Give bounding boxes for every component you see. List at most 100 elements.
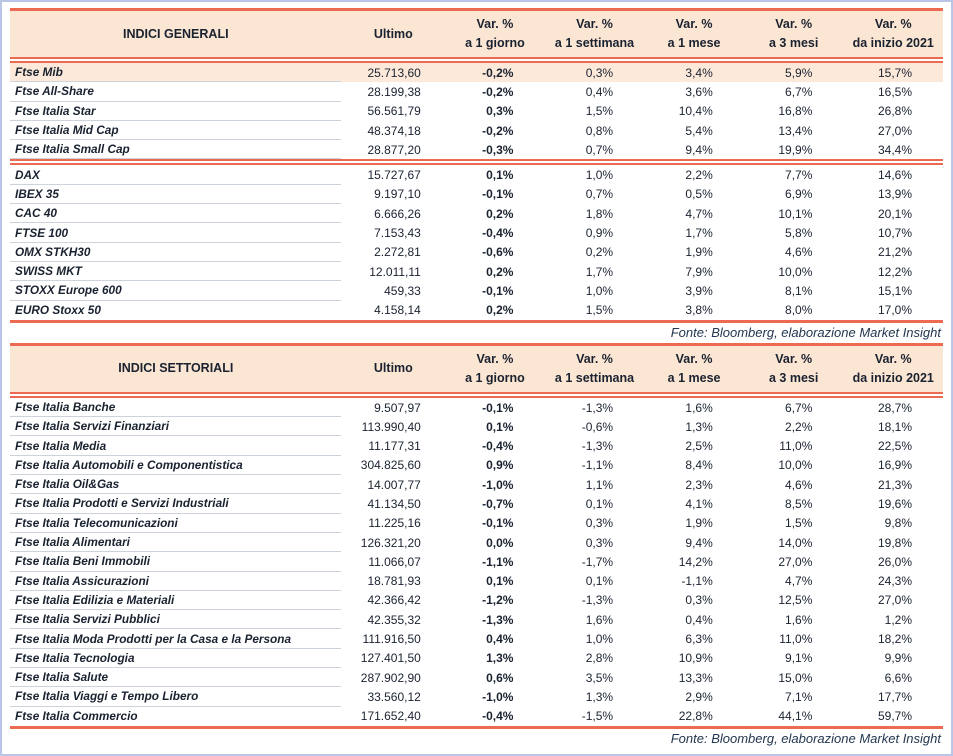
cell-d1: 0,6%	[486, 670, 514, 685]
cell-ytd: 28,7%	[878, 400, 913, 415]
cell-ytd: 6,6%	[884, 670, 913, 685]
cell-ultimo: 33.560,12	[367, 689, 421, 704]
cell-m1: 1,9%	[685, 245, 713, 260]
cell-w1: -1,3%	[581, 400, 614, 415]
cell-m1: 4,7%	[685, 206, 713, 221]
cell-ultimo: 18.781,93	[367, 574, 421, 589]
cell-d1: 0,2%	[486, 264, 514, 279]
cell-m1: 3,4%	[685, 65, 713, 80]
cell-ultimo: 41.134,50	[367, 496, 421, 511]
col-header-line1: Var. %	[775, 17, 813, 31]
table-row: Ftse Italia Mid Cap 48.374,18 -0,2% 0,8% 5,4…	[10, 121, 943, 141]
cell-w1: 0,1%	[585, 574, 614, 589]
col-header-line1: Var. %	[576, 17, 613, 31]
cell-ultimo: 25.713,60	[367, 65, 421, 80]
cell-d1: -0,7%	[482, 496, 514, 511]
col-header-var-1-giorno: Var. % a 1 giorno	[445, 346, 545, 392]
cell-name: Ftse Italia Tecnologia	[10, 649, 342, 669]
cell-m1: 3,8%	[685, 303, 713, 318]
cell-ytd: 12,2%	[878, 264, 913, 279]
cell-d1: -0,2%	[482, 123, 514, 138]
cell-name: Ftse Italia Assicurazioni	[10, 572, 342, 591]
cell-ultimo: 113.990,40	[361, 419, 421, 434]
cell-ytd: 27,0%	[878, 593, 913, 608]
cell-m1: 9,4%	[685, 142, 713, 157]
col-header-ultimo: Ultimo	[373, 361, 413, 376]
cell-ultimo: 42.366,42	[367, 593, 421, 608]
cell-ultimo: 7.153,43	[374, 226, 421, 241]
cell-d1: -1,0%	[482, 477, 514, 492]
cell-name: Ftse Italia Moda Prodotti per la Casa e …	[10, 629, 342, 649]
col-header-line2: a 3 mesi	[768, 370, 819, 385]
cell-d1: -0,4%	[482, 439, 514, 454]
cell-ytd: 18,1%	[878, 419, 913, 434]
table-row: Ftse Italia Tecnologia 127.401,50 1,3% 2,8%…	[10, 649, 943, 669]
table-row: Ftse Italia Moda Prodotti per la Casa e …	[10, 629, 943, 649]
cell-w1: 0,3%	[585, 516, 614, 531]
col-header-line1: Var. %	[576, 351, 613, 366]
table-row: SWISS MKT 12.011,11 0,2% 1,7% 7,9% 10,0% 12,2%	[10, 262, 943, 282]
table-row: Ftse Italia Automobili e Componentistica…	[10, 456, 943, 476]
cell-name: Ftse All-Share	[10, 82, 342, 102]
cell-m1: 14,2%	[678, 554, 713, 569]
cell-m3: 6,7%	[785, 400, 813, 415]
cell-w1: 1,0%	[585, 283, 614, 298]
cell-ytd: 20,1%	[878, 206, 913, 221]
cell-w1: -1,5%	[581, 709, 614, 724]
cell-m3: 9,1%	[785, 651, 813, 666]
cell-d1: -0,1%	[482, 187, 514, 202]
cell-ytd: 9,9%	[884, 651, 913, 666]
table-row: Ftse Italia Assicurazioni 18.781,93 0,1% 0,…	[10, 572, 943, 591]
col-header-var-1-mese: Var. % a 1 mese	[644, 346, 744, 392]
source-note: Fonte: Bloomberg, elaborazione Market In…	[670, 730, 941, 746]
cell-m1: 10,9%	[678, 651, 713, 666]
cell-name: Ftse Italia Automobili e Componentistica	[10, 456, 342, 476]
cell-name: Ftse Italia Servizi Finanziari	[10, 417, 342, 437]
cell-ultimo: 11.066,07	[368, 554, 421, 569]
col-header-var-1-settimana: Var. % a 1 settimana	[545, 11, 645, 57]
cell-w1: 1,6%	[585, 612, 614, 627]
cell-ytd: 15,1%	[878, 283, 913, 298]
col-header-var-1-mese: Var. % a 1 mese	[644, 11, 744, 57]
cell-ultimo: 171.652,40	[360, 709, 421, 724]
table-row: Ftse Italia Telecomunicazioni 11.225,16 -0…	[10, 514, 943, 533]
cell-w1: 3,5%	[585, 670, 614, 685]
cell-ultimo: 56.561,79	[367, 104, 421, 119]
cell-m1: 0,5%	[685, 187, 713, 202]
cell-d1: -1,0%	[482, 689, 514, 704]
cell-name: DAX	[10, 165, 342, 185]
cell-name: Ftse Italia Small Cap	[10, 140, 342, 160]
table-row: Ftse Italia Edilizia e Materiali 42.366,4…	[10, 591, 943, 611]
cell-m1: -1,1%	[681, 574, 713, 589]
cell-name: Ftse Mib	[10, 63, 342, 83]
cell-ytd: 14,6%	[878, 168, 913, 183]
cell-m3: 4,6%	[785, 245, 813, 260]
cell-d1: 0,2%	[486, 303, 514, 318]
table-row: EURO Stoxx 50 4.158,14 0,2% 1,5% 3,8% 8,0% 17,…	[10, 301, 943, 320]
cell-m1: 2,2%	[685, 168, 713, 183]
cell-ytd: 10,7%	[878, 226, 913, 241]
cell-w1: 0,9%	[585, 226, 614, 241]
cell-ultimo: 12.011,11	[369, 264, 421, 279]
cell-ytd: 21,3%	[878, 477, 913, 492]
cell-m1: 0,4%	[685, 612, 713, 627]
col-header-line2: da inizio 2021	[852, 370, 934, 385]
cell-d1: -0,1%	[482, 400, 514, 415]
col-header-line1: Var. %	[874, 17, 912, 31]
col-header-var-inizio-2021: Var. % da inizio 2021	[843, 346, 943, 392]
cell-name: Ftse Italia Commercio	[15, 709, 138, 724]
cell-m3: 5,8%	[785, 226, 813, 241]
table-row: Ftse Italia Commercio 171.652,40 -0,4% -1,5…	[10, 707, 943, 726]
cell-w1: 0,4%	[585, 84, 614, 99]
col-header-line2: a 1 giorno	[465, 36, 525, 50]
cell-m1: 4,1%	[685, 496, 713, 511]
col-header-line1: Var. %	[775, 351, 813, 366]
cell-d1: 0,1%	[486, 168, 514, 183]
cell-w1: -1,7%	[581, 554, 614, 569]
cell-m1: 22,8%	[678, 709, 713, 724]
cell-m1: 9,4%	[685, 535, 713, 550]
cell-d1: -0,6%	[482, 245, 514, 260]
cell-ytd: 26,0%	[878, 554, 913, 569]
cell-m3: 15,0%	[778, 670, 813, 685]
header-divider	[10, 391, 943, 398]
